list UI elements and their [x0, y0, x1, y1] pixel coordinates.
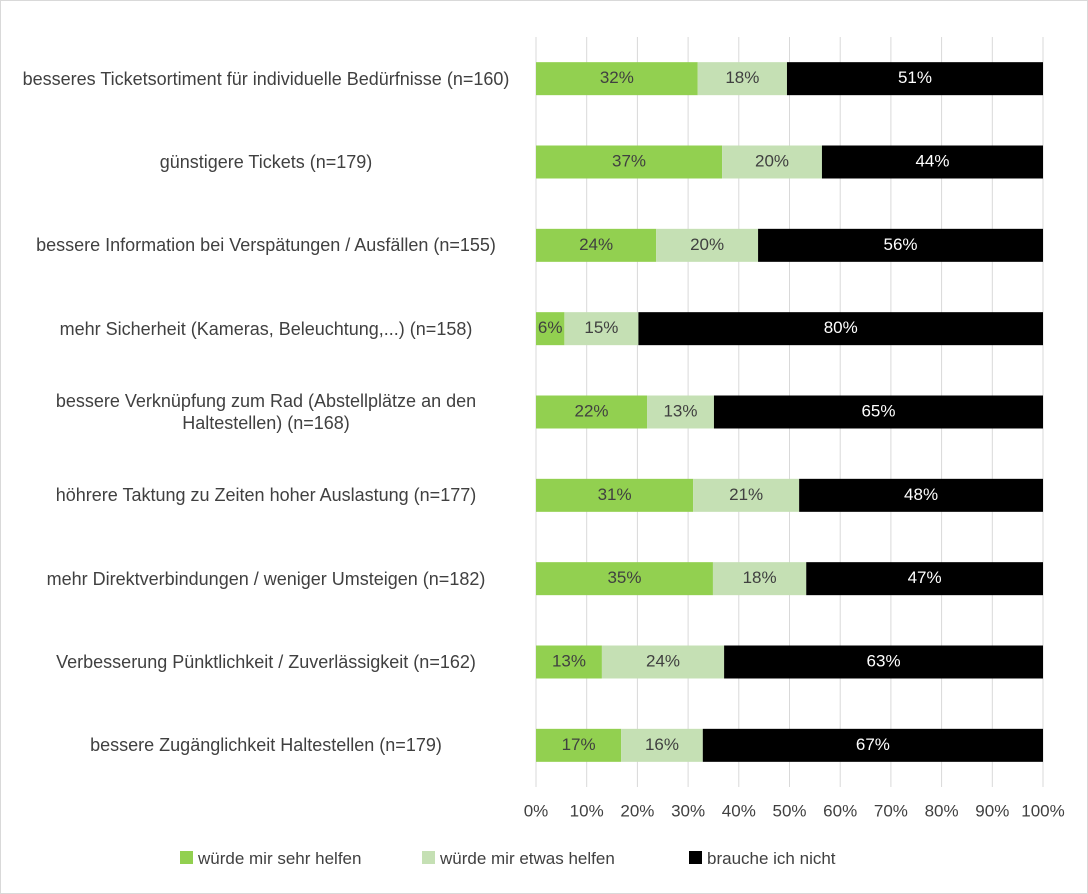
x-tick-label: 30%	[671, 801, 705, 820]
bar-segment	[713, 395, 1043, 429]
data-label: 48%	[904, 485, 938, 504]
bar-segment	[647, 395, 714, 429]
data-label: 65%	[861, 401, 895, 420]
bar-segment	[693, 478, 800, 512]
data-label: 35%	[607, 568, 641, 587]
bar-segment	[621, 728, 703, 762]
category-label: bessere Verknüpfung zum Rad (Abstellplät…	[16, 390, 516, 434]
data-label: 24%	[646, 651, 680, 670]
bar-segment	[536, 228, 657, 262]
data-label: 6%	[538, 318, 563, 337]
x-tick-label: 70%	[874, 801, 908, 820]
category-label: bessere Information bei Verspätungen / A…	[16, 234, 516, 256]
bar-segment	[702, 728, 1043, 762]
data-label: 56%	[884, 235, 918, 254]
bar-segment	[758, 228, 1043, 262]
bar-segment	[712, 562, 807, 596]
category-text: mehr Direktverbindungen / weniger Umstei…	[46, 568, 486, 589]
bar-segment	[601, 645, 725, 679]
category-label: Verbesserung Pünktlichkeit / Zuverlässig…	[16, 651, 516, 673]
bar-segment	[564, 312, 639, 346]
data-label: 67%	[856, 735, 890, 754]
legend-label: würde mir sehr helfen	[198, 849, 362, 868]
data-label: 31%	[598, 485, 632, 504]
data-label: 80%	[824, 318, 858, 337]
data-label: 51%	[898, 68, 932, 87]
bar-segment	[536, 728, 622, 762]
x-tick-label: 50%	[772, 801, 806, 820]
data-label: 17%	[562, 735, 596, 754]
data-label: 15%	[584, 318, 618, 337]
legend-swatch	[422, 851, 435, 864]
bar-segment	[638, 312, 1043, 346]
x-tick-label: 100%	[1021, 801, 1064, 820]
category-label: höhrere Taktung zu Zeiten hoher Auslastu…	[16, 484, 516, 506]
data-label: 16%	[645, 735, 679, 754]
data-label: 21%	[729, 485, 763, 504]
legend-swatch	[180, 851, 193, 864]
category-label: günstigere Tickets (n=179)	[16, 151, 516, 173]
bar-segment	[799, 478, 1043, 512]
category-text: bessere Verknüpfung zum Rad (Abstellplät…	[55, 391, 477, 433]
bar-segment	[536, 62, 698, 96]
x-tick-label: 10%	[570, 801, 604, 820]
category-text: besseres Ticketsortiment für individuell…	[22, 68, 510, 89]
data-label: 37%	[612, 151, 646, 170]
data-label: 18%	[725, 68, 759, 87]
category-text: mehr Sicherheit (Kameras, Beleuchtung,..…	[59, 318, 473, 339]
x-tick-label: 40%	[722, 801, 756, 820]
category-label: besseres Ticketsortiment für individuell…	[16, 68, 516, 90]
bar-segment	[722, 145, 822, 179]
data-label: 20%	[755, 151, 789, 170]
data-label: 24%	[579, 235, 613, 254]
data-label: 32%	[600, 68, 634, 87]
bar-segment	[821, 145, 1043, 179]
data-label: 18%	[743, 568, 777, 587]
bar-segment	[536, 562, 713, 596]
data-label: 47%	[908, 568, 942, 587]
x-tick-label: 90%	[975, 801, 1009, 820]
bar-segment	[536, 645, 602, 679]
x-tick-label: 20%	[620, 801, 654, 820]
x-tick-label: 80%	[925, 801, 959, 820]
bar-segment	[536, 478, 694, 512]
x-tick-label: 60%	[823, 801, 857, 820]
category-text: günstigere Tickets (n=179)	[159, 152, 373, 172]
legend-label: brauche ich nicht	[707, 849, 836, 868]
x-tick-label: 0%	[524, 801, 549, 820]
legend-swatch	[689, 851, 702, 864]
category-text: Verbesserung Pünktlichkeit / Zuverlässig…	[56, 652, 476, 672]
data-label: 13%	[552, 651, 586, 670]
legend-label: würde mir etwas helfen	[440, 849, 615, 868]
bar-segment	[536, 395, 648, 429]
category-label: mehr Direktverbindungen / weniger Umstei…	[16, 568, 516, 590]
category-label: bessere Zugänglichkeit Haltestellen (n=1…	[16, 734, 516, 756]
bar-segment	[724, 645, 1043, 679]
data-label: 22%	[575, 401, 609, 420]
bar-segment	[806, 562, 1043, 596]
data-label: 13%	[663, 401, 697, 420]
bar-segment	[656, 228, 759, 262]
data-label: 44%	[915, 151, 949, 170]
bar-segment	[697, 62, 787, 96]
bar-segment	[536, 312, 565, 346]
data-label: 20%	[690, 235, 724, 254]
category-text: höhrere Taktung zu Zeiten hoher Auslastu…	[55, 485, 477, 506]
category-text: bessere Zugänglichkeit Haltestellen (n=1…	[90, 735, 442, 756]
category-label: mehr Sicherheit (Kameras, Beleuchtung,..…	[16, 318, 516, 340]
category-text: bessere Information bei Verspätungen / A…	[36, 235, 496, 256]
bar-segment	[786, 62, 1043, 96]
bar-segment	[536, 145, 723, 179]
data-label: 63%	[867, 651, 901, 670]
